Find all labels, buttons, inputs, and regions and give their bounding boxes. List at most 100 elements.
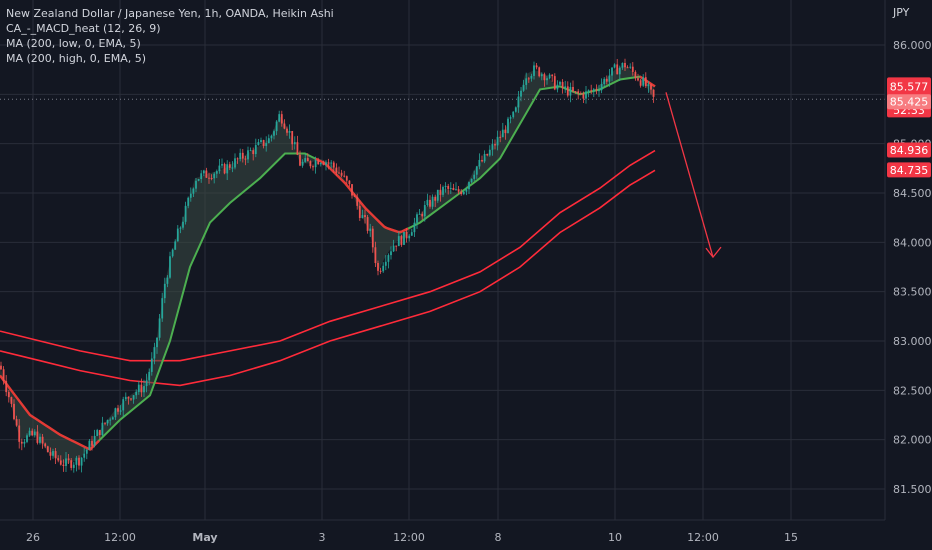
candle-body — [543, 74, 546, 81]
candle-body — [590, 90, 593, 92]
time-axis[interactable]: 26 12:00 May 3 12:00 8 10 12:00 15 — [0, 519, 885, 544]
candle-body — [569, 86, 572, 96]
candle-body — [395, 245, 398, 247]
candle-body — [514, 107, 517, 112]
candle-body — [44, 443, 47, 447]
candle-body — [405, 231, 408, 239]
candle-body — [98, 430, 101, 436]
grid — [0, 0, 885, 520]
candle-body — [231, 167, 234, 169]
price-label-1: 85.577 — [890, 81, 929, 94]
candle-body — [150, 358, 153, 372]
candle-body — [10, 397, 13, 404]
candle-body — [436, 189, 439, 201]
time-tick-5: 8 — [495, 531, 502, 544]
candles — [0, 58, 655, 473]
candle-body — [301, 161, 304, 166]
candle-body — [585, 91, 587, 99]
candle-body — [145, 380, 148, 387]
candle-body — [442, 186, 444, 195]
candle-body — [486, 154, 489, 156]
candle-body — [449, 187, 452, 189]
candle-body — [379, 270, 382, 272]
candle-body — [254, 145, 257, 155]
candle-body — [332, 162, 335, 168]
time-tick-8: 15 — [784, 531, 798, 544]
candle-body — [447, 185, 450, 189]
candle-body — [600, 84, 603, 91]
candle-body — [556, 84, 559, 90]
candle-body — [327, 162, 330, 164]
candle-body — [124, 396, 127, 400]
time-tick-7: 12:00 — [687, 531, 719, 544]
candle-body — [553, 76, 556, 90]
candle-body — [59, 460, 62, 465]
ema-fast-line — [0, 75, 656, 451]
candle-body — [275, 121, 278, 132]
candle-body — [468, 182, 470, 190]
candle-body — [88, 440, 91, 450]
candle-body — [566, 86, 569, 96]
candle-body — [192, 188, 195, 194]
candle-body — [452, 187, 455, 191]
candle-body — [241, 152, 244, 159]
candle-body — [114, 408, 117, 418]
time-tick-6: 10 — [608, 531, 622, 544]
candle-body — [400, 236, 403, 245]
candle-body — [65, 458, 67, 466]
candle-body — [642, 77, 645, 86]
candle-body — [546, 78, 548, 81]
candle-body — [423, 205, 426, 217]
candle-body — [195, 180, 197, 189]
candle-body — [46, 446, 49, 453]
candle-body — [361, 215, 364, 218]
candle-body — [109, 419, 112, 421]
candle-body — [325, 162, 327, 165]
candle-body — [322, 163, 325, 165]
currency-label: JPY — [893, 6, 910, 19]
candle-body — [156, 337, 158, 348]
candle-body — [91, 440, 93, 446]
candle-body — [613, 64, 616, 68]
candle-body — [637, 78, 639, 81]
candle-body — [78, 457, 80, 466]
indicator-ma-high[interactable]: MA (200, high, 0, EMA, 5) — [6, 52, 147, 65]
candle-body — [429, 199, 431, 207]
price-label-bg-1 — [887, 79, 931, 95]
time-tick-3: 3 — [319, 531, 326, 544]
indicator-ma-low[interactable]: MA (200, low, 0, EMA, 5) — [6, 37, 141, 50]
candle-body — [153, 347, 156, 359]
candle-body — [491, 144, 494, 150]
candle-body — [228, 164, 231, 168]
candle-body — [132, 395, 135, 400]
time-tick-2: May — [192, 531, 217, 544]
candle-body — [353, 195, 356, 197]
candle-body — [418, 213, 421, 215]
candle-body — [267, 138, 270, 144]
candle-body — [293, 142, 296, 145]
candle-body — [538, 67, 541, 77]
candle-body — [252, 150, 255, 155]
candle-body — [158, 318, 161, 338]
candle-body — [296, 142, 299, 155]
candle-body — [530, 75, 533, 79]
candle-body — [504, 129, 507, 134]
candle-body — [618, 67, 621, 75]
candle-body — [67, 458, 70, 461]
indicator-macd[interactable]: CA_-_MACD_heat (12, 26, 9) — [6, 22, 161, 35]
candle-body — [93, 435, 96, 446]
candle-body — [306, 158, 309, 162]
candle-body — [202, 170, 205, 174]
candle-body — [507, 118, 509, 134]
candle-body — [483, 154, 486, 162]
symbol-title[interactable]: New Zealand Dollar / Japanese Yen, 1h, O… — [6, 7, 334, 20]
candle-body — [75, 457, 78, 465]
candle-body — [338, 172, 340, 174]
candle-body — [319, 163, 322, 165]
candle-body — [140, 384, 143, 393]
candle-body — [624, 62, 626, 68]
price-label-bg-6 — [887, 162, 931, 178]
ma-200-low-line — [0, 169, 656, 387]
candle-body — [166, 277, 169, 284]
